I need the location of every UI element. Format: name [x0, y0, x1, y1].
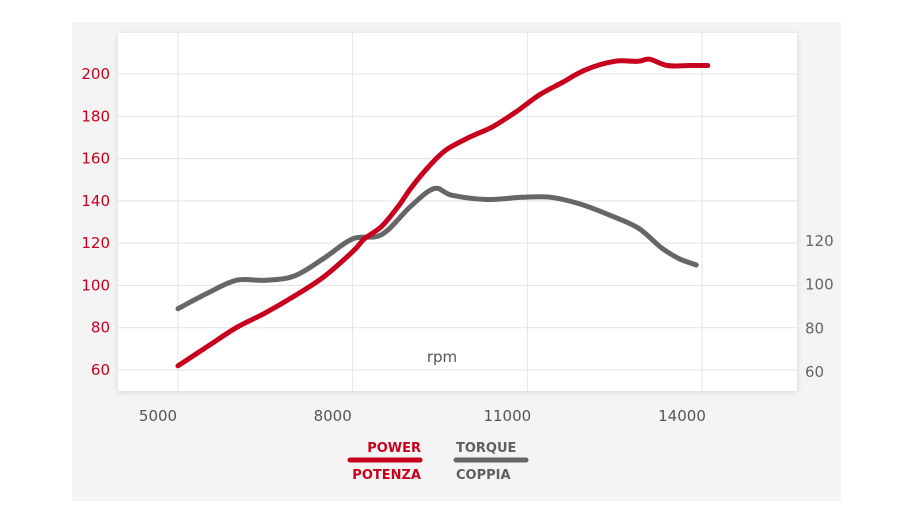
power-curve [175, 56, 711, 369]
y-left-tick-label: 200 [81, 65, 110, 83]
y-right-tick-label: 120 [805, 232, 834, 250]
y-left-tick-label: 180 [81, 107, 110, 125]
y-left-tick-label: 120 [81, 234, 110, 252]
legend-torque-label: TORQUE [456, 441, 516, 456]
axis-tick-labels: 60 80 100 120 140 160 180 200 5000 8000 11000 14000… [81, 65, 833, 425]
y-left-tick-label: 100 [81, 276, 110, 294]
y-left-tick-label: 60 [91, 361, 110, 379]
legend-torque-alt-label: COPPIA [456, 468, 511, 483]
series-lines [175, 56, 711, 369]
y-left-tick-label: 140 [81, 192, 110, 210]
x-tick-label: 8000 [314, 407, 352, 425]
legend-power-alt-label: POTENZA [352, 468, 421, 483]
x-axis-label: rpm [427, 348, 457, 366]
x-tick-label: 5000 [139, 407, 177, 425]
y-left-tick-label: 80 [91, 319, 110, 337]
y-right-tick-label: 60 [805, 363, 824, 381]
y-right-tick-label: 80 [805, 319, 824, 337]
y-left-tick-label: 160 [81, 150, 110, 168]
y-right-tick-label: 100 [805, 276, 834, 294]
x-tick-label: 14000 [658, 407, 706, 425]
legend-power-label: POWER [367, 441, 421, 456]
grid-lines [118, 33, 797, 391]
torque-curve [175, 185, 699, 312]
x-tick-label: 11000 [483, 407, 531, 425]
legend: POWER POTENZA TORQUE COPPIA [347, 441, 529, 483]
